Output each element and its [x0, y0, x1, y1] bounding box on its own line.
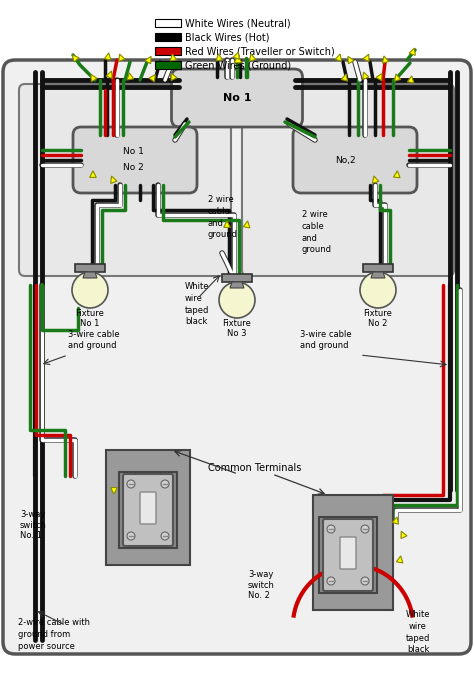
FancyBboxPatch shape [313, 495, 393, 610]
Polygon shape [90, 171, 96, 177]
Text: Black Wires (Hot): Black Wires (Hot) [185, 32, 270, 42]
Polygon shape [243, 221, 250, 228]
Bar [155, 61, 181, 69]
Bar [155, 47, 181, 55]
Polygon shape [373, 176, 379, 183]
Circle shape [327, 577, 335, 585]
FancyBboxPatch shape [19, 84, 231, 276]
Polygon shape [118, 54, 125, 61]
FancyBboxPatch shape [140, 492, 156, 524]
Polygon shape [145, 57, 151, 64]
FancyBboxPatch shape [172, 69, 302, 127]
Polygon shape [111, 176, 117, 183]
FancyBboxPatch shape [363, 264, 393, 272]
FancyBboxPatch shape [106, 450, 190, 565]
Text: 3-wire cable
and ground: 3-wire cable and ground [300, 330, 352, 350]
Polygon shape [149, 75, 155, 82]
Polygon shape [171, 73, 177, 81]
Polygon shape [407, 76, 414, 83]
Circle shape [127, 480, 135, 488]
Text: 2-wire cable with
ground from
power source: 2-wire cable with ground from power sour… [18, 618, 90, 650]
Polygon shape [230, 282, 244, 288]
Polygon shape [409, 48, 415, 55]
Text: No 1: No 1 [80, 319, 100, 328]
Text: Fixture: Fixture [75, 309, 104, 319]
Polygon shape [376, 73, 382, 81]
FancyBboxPatch shape [119, 472, 177, 548]
Text: 2 wire
cable
and
ground: 2 wire cable and ground [302, 210, 332, 254]
FancyBboxPatch shape [340, 537, 356, 569]
Text: No 1: No 1 [123, 146, 144, 156]
Polygon shape [401, 531, 407, 539]
Polygon shape [348, 57, 354, 64]
Circle shape [219, 282, 255, 318]
Circle shape [327, 525, 335, 533]
Polygon shape [396, 556, 403, 563]
Circle shape [360, 272, 396, 308]
Polygon shape [83, 272, 97, 278]
Polygon shape [371, 272, 385, 278]
Text: Red Wires (Traveller or Switch): Red Wires (Traveller or Switch) [185, 47, 335, 57]
Polygon shape [341, 74, 347, 81]
Circle shape [161, 480, 169, 488]
Text: Fixture: Fixture [223, 319, 251, 328]
Text: No 1: No 1 [223, 93, 251, 103]
Polygon shape [394, 74, 401, 81]
Circle shape [127, 532, 135, 540]
Text: Green Wires (Ground): Green Wires (Ground) [185, 61, 291, 71]
FancyBboxPatch shape [242, 84, 454, 276]
Circle shape [361, 525, 369, 533]
Text: Fixture: Fixture [364, 309, 392, 319]
Text: White Wires (Neutral): White Wires (Neutral) [185, 18, 291, 28]
Text: No,2: No,2 [335, 156, 356, 164]
Polygon shape [127, 73, 134, 80]
Polygon shape [393, 171, 400, 178]
Circle shape [361, 577, 369, 585]
Text: 3-way
switch
No. 1: 3-way switch No. 1 [20, 510, 47, 540]
Polygon shape [111, 487, 117, 494]
Polygon shape [73, 55, 79, 62]
Polygon shape [104, 53, 111, 60]
Polygon shape [335, 54, 342, 61]
FancyBboxPatch shape [222, 274, 252, 282]
Polygon shape [216, 54, 223, 61]
FancyBboxPatch shape [323, 519, 373, 591]
Polygon shape [363, 54, 369, 61]
FancyBboxPatch shape [293, 127, 417, 193]
Polygon shape [392, 517, 399, 524]
Polygon shape [383, 56, 389, 63]
Text: 3-way
switch
No. 2: 3-way switch No. 2 [248, 570, 275, 600]
Polygon shape [170, 54, 177, 61]
Polygon shape [234, 55, 242, 63]
FancyBboxPatch shape [3, 60, 471, 654]
Polygon shape [91, 74, 97, 82]
FancyBboxPatch shape [73, 127, 197, 193]
Bar [155, 19, 181, 27]
Text: Common Terminals: Common Terminals [208, 463, 301, 473]
Polygon shape [249, 54, 256, 61]
Circle shape [72, 272, 108, 308]
Polygon shape [363, 72, 369, 80]
Polygon shape [233, 52, 239, 59]
Text: White
wire
taped
black: White wire taped black [185, 282, 210, 326]
Polygon shape [106, 71, 112, 78]
Text: 3-wire cable
and ground: 3-wire cable and ground [68, 330, 119, 350]
FancyBboxPatch shape [75, 264, 105, 272]
Text: White
wire
taped
black: White wire taped black [406, 610, 430, 654]
Polygon shape [224, 221, 230, 227]
Text: No 3: No 3 [227, 330, 247, 338]
Text: No 2: No 2 [123, 162, 143, 171]
FancyBboxPatch shape [123, 474, 173, 546]
Text: 2 wire
cable
and
ground: 2 wire cable and ground [208, 195, 238, 239]
Bar [155, 33, 181, 41]
Text: No 2: No 2 [368, 319, 388, 328]
FancyBboxPatch shape [319, 517, 377, 593]
Circle shape [161, 532, 169, 540]
